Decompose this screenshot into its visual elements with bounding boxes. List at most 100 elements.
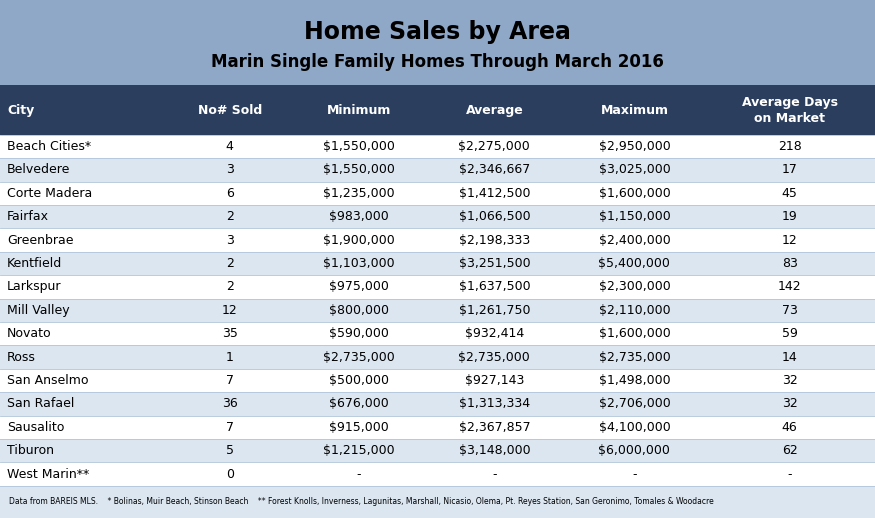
- Text: -: -: [356, 468, 361, 481]
- Bar: [0, 158, 875, 181]
- Text: 17: 17: [781, 163, 798, 176]
- Text: 5: 5: [226, 444, 234, 457]
- Text: $1,313,334: $1,313,334: [458, 397, 530, 410]
- Text: 2: 2: [226, 280, 234, 293]
- Bar: [0, 135, 875, 158]
- Bar: [0, 369, 875, 392]
- Text: $6,000,000: $6,000,000: [598, 444, 670, 457]
- Text: $1,235,000: $1,235,000: [323, 186, 395, 200]
- Text: -: -: [632, 468, 637, 481]
- Text: $3,148,000: $3,148,000: [458, 444, 530, 457]
- Text: 83: 83: [781, 257, 798, 270]
- Text: $2,400,000: $2,400,000: [598, 234, 670, 247]
- Text: $2,198,333: $2,198,333: [458, 234, 530, 247]
- Text: West Marin**: West Marin**: [7, 468, 89, 481]
- Text: Beach Cities*: Beach Cities*: [7, 140, 91, 153]
- Text: $1,103,000: $1,103,000: [323, 257, 395, 270]
- Text: $927,143: $927,143: [465, 374, 524, 387]
- Text: 62: 62: [782, 444, 798, 457]
- Text: $2,735,000: $2,735,000: [323, 351, 395, 364]
- Text: $1,600,000: $1,600,000: [598, 327, 670, 340]
- Text: 6: 6: [226, 186, 234, 200]
- Text: $975,000: $975,000: [329, 280, 388, 293]
- Bar: [0, 415, 875, 439]
- Text: $2,735,000: $2,735,000: [458, 351, 530, 364]
- Text: $932,414: $932,414: [465, 327, 524, 340]
- Text: -: -: [788, 468, 792, 481]
- Bar: [0, 346, 875, 369]
- Bar: [0, 0, 875, 85]
- Text: 35: 35: [221, 327, 238, 340]
- Text: 32: 32: [782, 374, 798, 387]
- Bar: [0, 85, 875, 135]
- Text: $676,000: $676,000: [329, 397, 388, 410]
- Text: $2,346,667: $2,346,667: [458, 163, 530, 176]
- Text: $1,900,000: $1,900,000: [323, 234, 395, 247]
- Text: $1,550,000: $1,550,000: [323, 163, 395, 176]
- Text: $590,000: $590,000: [329, 327, 388, 340]
- Text: Average Days
on Market: Average Days on Market: [742, 96, 837, 124]
- Text: $2,735,000: $2,735,000: [598, 351, 670, 364]
- Text: Kentfield: Kentfield: [7, 257, 62, 270]
- Text: $1,261,750: $1,261,750: [458, 304, 530, 317]
- Text: Corte Madera: Corte Madera: [7, 186, 92, 200]
- Text: $1,637,500: $1,637,500: [458, 280, 530, 293]
- Text: $2,706,000: $2,706,000: [598, 397, 670, 410]
- Text: 1: 1: [226, 351, 234, 364]
- Text: $1,150,000: $1,150,000: [598, 210, 670, 223]
- Text: $2,110,000: $2,110,000: [598, 304, 670, 317]
- Text: 14: 14: [782, 351, 798, 364]
- Text: $5,400,000: $5,400,000: [598, 257, 670, 270]
- Text: Larkspur: Larkspur: [7, 280, 61, 293]
- Bar: [0, 275, 875, 298]
- Text: $1,600,000: $1,600,000: [598, 186, 670, 200]
- Text: $2,275,000: $2,275,000: [458, 140, 530, 153]
- Text: 36: 36: [222, 397, 238, 410]
- Text: Minimum: Minimum: [326, 104, 391, 117]
- Bar: [0, 463, 875, 486]
- Text: $500,000: $500,000: [329, 374, 388, 387]
- Text: Maximum: Maximum: [600, 104, 668, 117]
- Text: 142: 142: [778, 280, 802, 293]
- Text: 4: 4: [226, 140, 234, 153]
- Text: $915,000: $915,000: [329, 421, 388, 434]
- Bar: [0, 228, 875, 252]
- Text: San Rafael: San Rafael: [7, 397, 74, 410]
- Text: 45: 45: [781, 186, 798, 200]
- Text: $1,498,000: $1,498,000: [598, 374, 670, 387]
- Text: -: -: [492, 468, 497, 481]
- Bar: [0, 181, 875, 205]
- Text: 7: 7: [226, 421, 234, 434]
- Text: 12: 12: [222, 304, 238, 317]
- Text: Home Sales by Area: Home Sales by Area: [304, 21, 571, 45]
- Text: $983,000: $983,000: [329, 210, 388, 223]
- Text: City: City: [7, 104, 34, 117]
- Bar: [0, 392, 875, 415]
- Text: $2,367,857: $2,367,857: [458, 421, 530, 434]
- Text: Mill Valley: Mill Valley: [7, 304, 70, 317]
- Text: Sausalito: Sausalito: [7, 421, 65, 434]
- Text: 12: 12: [782, 234, 798, 247]
- Text: 73: 73: [781, 304, 798, 317]
- Text: Average: Average: [466, 104, 523, 117]
- Text: $3,251,500: $3,251,500: [458, 257, 530, 270]
- Text: $800,000: $800,000: [329, 304, 388, 317]
- Text: $1,550,000: $1,550,000: [323, 140, 395, 153]
- Text: Data from BAREIS MLS.    * Bolinas, Muir Beach, Stinson Beach    ** Forest Knoll: Data from BAREIS MLS. * Bolinas, Muir Be…: [9, 497, 713, 507]
- Text: Marin Single Family Homes Through March 2016: Marin Single Family Homes Through March …: [211, 52, 664, 70]
- Text: Belvedere: Belvedere: [7, 163, 70, 176]
- Bar: [0, 252, 875, 275]
- Text: Novato: Novato: [7, 327, 52, 340]
- Bar: [0, 439, 875, 463]
- Text: $1,215,000: $1,215,000: [323, 444, 395, 457]
- Text: 2: 2: [226, 257, 234, 270]
- Text: Greenbrae: Greenbrae: [7, 234, 74, 247]
- Text: 32: 32: [782, 397, 798, 410]
- Bar: [0, 486, 875, 518]
- Bar: [0, 322, 875, 346]
- Text: 3: 3: [226, 234, 234, 247]
- Text: Fairfax: Fairfax: [7, 210, 49, 223]
- Text: 2: 2: [226, 210, 234, 223]
- Text: 218: 218: [778, 140, 802, 153]
- Text: $2,300,000: $2,300,000: [598, 280, 670, 293]
